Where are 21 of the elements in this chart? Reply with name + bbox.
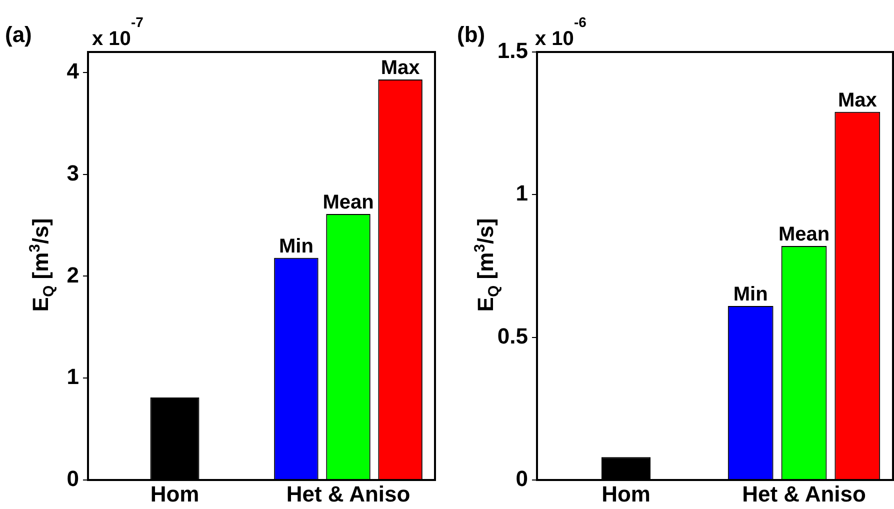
- y-tick-label: 1: [516, 180, 528, 206]
- x-tick-label: Het & Aniso: [286, 481, 410, 506]
- y-tick-label: 0: [66, 466, 79, 492]
- x-tick-label: Het & Aniso: [742, 481, 866, 506]
- series-label: Max: [838, 89, 877, 112]
- y-tick-label: 2: [66, 262, 79, 288]
- y-tick-label: 1: [66, 364, 79, 390]
- y-tick-label: 0: [516, 466, 528, 492]
- series-label: Mean: [322, 192, 374, 214]
- y-tick-label: 4: [66, 58, 80, 84]
- series-label: Max: [380, 57, 420, 80]
- y-tick-label: 1.5: [497, 38, 528, 64]
- x-tick-label: Hom: [602, 481, 650, 506]
- series-label: Mean: [778, 224, 830, 246]
- series-label: Min: [733, 283, 768, 306]
- series-label: Min: [278, 235, 314, 258]
- y-tick-label: 0.5: [497, 323, 528, 348]
- y-tick-label: 3: [66, 160, 79, 186]
- x-tick-label: Hom: [150, 481, 200, 506]
- chart-title: (a): [5, 22, 32, 48]
- chart-title: (b): [457, 22, 486, 48]
